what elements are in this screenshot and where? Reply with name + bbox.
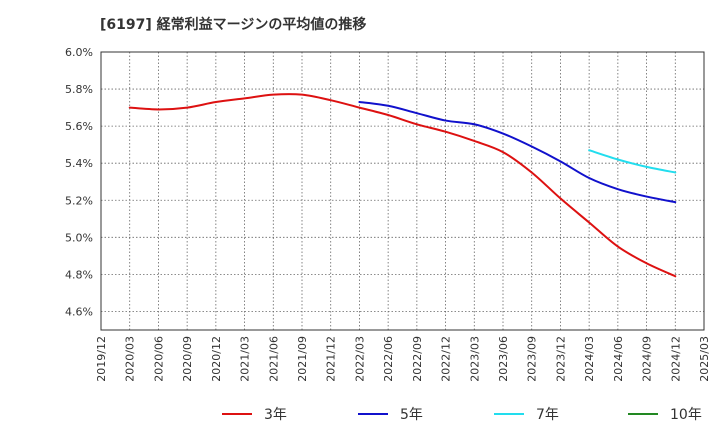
legend-label-4: 10年 — [670, 407, 702, 423]
y-tick-label: 4.8% — [65, 268, 93, 281]
chart-title: [6197] 経常利益マージンの平均値の推移 — [100, 17, 367, 33]
series-line-1 — [128, 93, 677, 278]
plot-frame — [100, 51, 705, 331]
x-tick-label: 2024/06 — [612, 336, 625, 382]
x-tick-label: 2019/12 — [95, 336, 108, 382]
y-tick-label: 5.8% — [65, 83, 93, 96]
x-tick-label: 2022/12 — [440, 336, 453, 382]
x-tick-label: 2023/03 — [468, 336, 481, 382]
legend-label-3: 7年 — [536, 407, 559, 423]
series-line-2 — [358, 101, 677, 204]
x-tick-label: 2021/12 — [325, 336, 338, 382]
x-tick-label: 2022/06 — [382, 336, 395, 382]
x-tick-label: 2024/12 — [669, 336, 682, 382]
x-tick-labels: 2019/12 2020/03 2020/06 2020/09 2020/12 2021/… — [95, 336, 711, 382]
y-tick-label: 5.2% — [65, 194, 93, 207]
x-tick-label: 2021/03 — [239, 336, 252, 382]
x-tick-label: 2023/12 — [554, 336, 567, 382]
x-tick-label: 2023/06 — [497, 336, 510, 382]
legend-label-1: 3年 — [264, 407, 287, 423]
x-tick-label: 2024/09 — [641, 336, 654, 382]
x-tick-label: 2022/03 — [353, 336, 366, 382]
series-layer — [128, 93, 677, 278]
y-tick-label: 5.6% — [65, 120, 93, 133]
y-tick-label: 4.6% — [65, 305, 93, 318]
y-tick-labels: 4.6% 4.8% 5.0% 5.2% 5.4% 5.6% 5.8% 6.0% — [65, 46, 93, 318]
x-tick-label: 2023/09 — [526, 336, 539, 382]
x-tick-label: 2024/03 — [583, 336, 596, 382]
x-tick-label: 2020/09 — [181, 336, 194, 382]
y-tick-label: 6.0% — [65, 46, 93, 59]
x-tick-label: 2020/12 — [210, 336, 223, 382]
x-tick-label: 2021/06 — [267, 336, 280, 382]
x-tick-label: 2022/09 — [411, 336, 424, 382]
y-tick-label: 5.4% — [65, 157, 93, 170]
x-tick-label: 2020/06 — [152, 336, 165, 382]
grid-layer — [101, 52, 704, 330]
x-tick-label: 2020/03 — [124, 336, 137, 382]
legend: 3年 5年 7年 10年 — [222, 407, 702, 423]
y-tick-label: 5.0% — [65, 231, 93, 244]
series-line-3 — [588, 149, 677, 174]
x-tick-label: 2025/03 — [698, 336, 711, 382]
x-tick-label: 2021/09 — [296, 336, 309, 382]
plot-background — [101, 52, 704, 330]
legend-label-2: 5年 — [400, 407, 423, 423]
